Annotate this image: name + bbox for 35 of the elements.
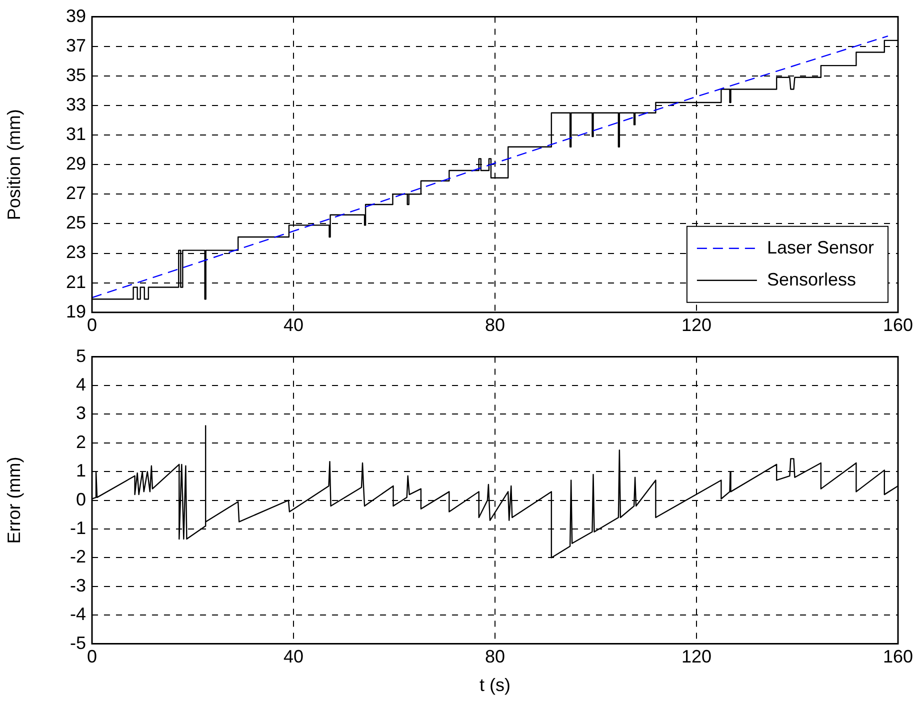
x-tick-label: 160 — [882, 315, 914, 336]
y-tick-label: 2 — [76, 432, 86, 452]
y-tick-label: 27 — [66, 183, 86, 204]
y-tick-label: 21 — [66, 272, 86, 292]
y-tick-label: -1 — [70, 518, 86, 538]
y-tick-label: 31 — [66, 124, 86, 144]
y-tick-label: 39 — [66, 6, 86, 26]
y-tick-label: 37 — [66, 35, 86, 56]
y-tick-label: 0 — [76, 489, 86, 510]
y-tick-label: 23 — [66, 242, 86, 262]
x-tick-label: 120 — [681, 315, 712, 336]
y-tick-label: 35 — [66, 64, 86, 85]
y-tick-label: -4 — [70, 604, 86, 624]
y-tick-label: -2 — [70, 546, 86, 567]
x-axis-title: t (s) — [480, 675, 510, 696]
y-tick-label: 25 — [66, 212, 86, 233]
y-axis-title: Error (mm) — [4, 456, 24, 544]
y-tick-label: 1 — [76, 460, 86, 481]
y-tick-label: -3 — [70, 575, 86, 596]
y-tick-label: 5 — [76, 346, 86, 366]
x-tick-label: 40 — [283, 315, 304, 336]
y-tick-label: 4 — [76, 374, 86, 394]
legend-label: Laser Sensor — [766, 237, 874, 258]
y-tick-label: 29 — [66, 154, 86, 174]
y-tick-label: 33 — [66, 94, 86, 114]
x-tick-label: 160 — [882, 646, 914, 667]
x-tick-label: 40 — [283, 646, 304, 667]
x-tick-label: 120 — [681, 646, 712, 667]
legend-label: Sensorless — [766, 269, 856, 290]
y-tick-label: -5 — [70, 632, 86, 653]
x-tick-label: 80 — [484, 646, 506, 667]
y-tick-label: 3 — [76, 403, 86, 424]
x-tick-label: 80 — [484, 315, 506, 336]
y-tick-label: 19 — [66, 301, 86, 322]
y-axis-title: Position (mm) — [4, 109, 24, 220]
